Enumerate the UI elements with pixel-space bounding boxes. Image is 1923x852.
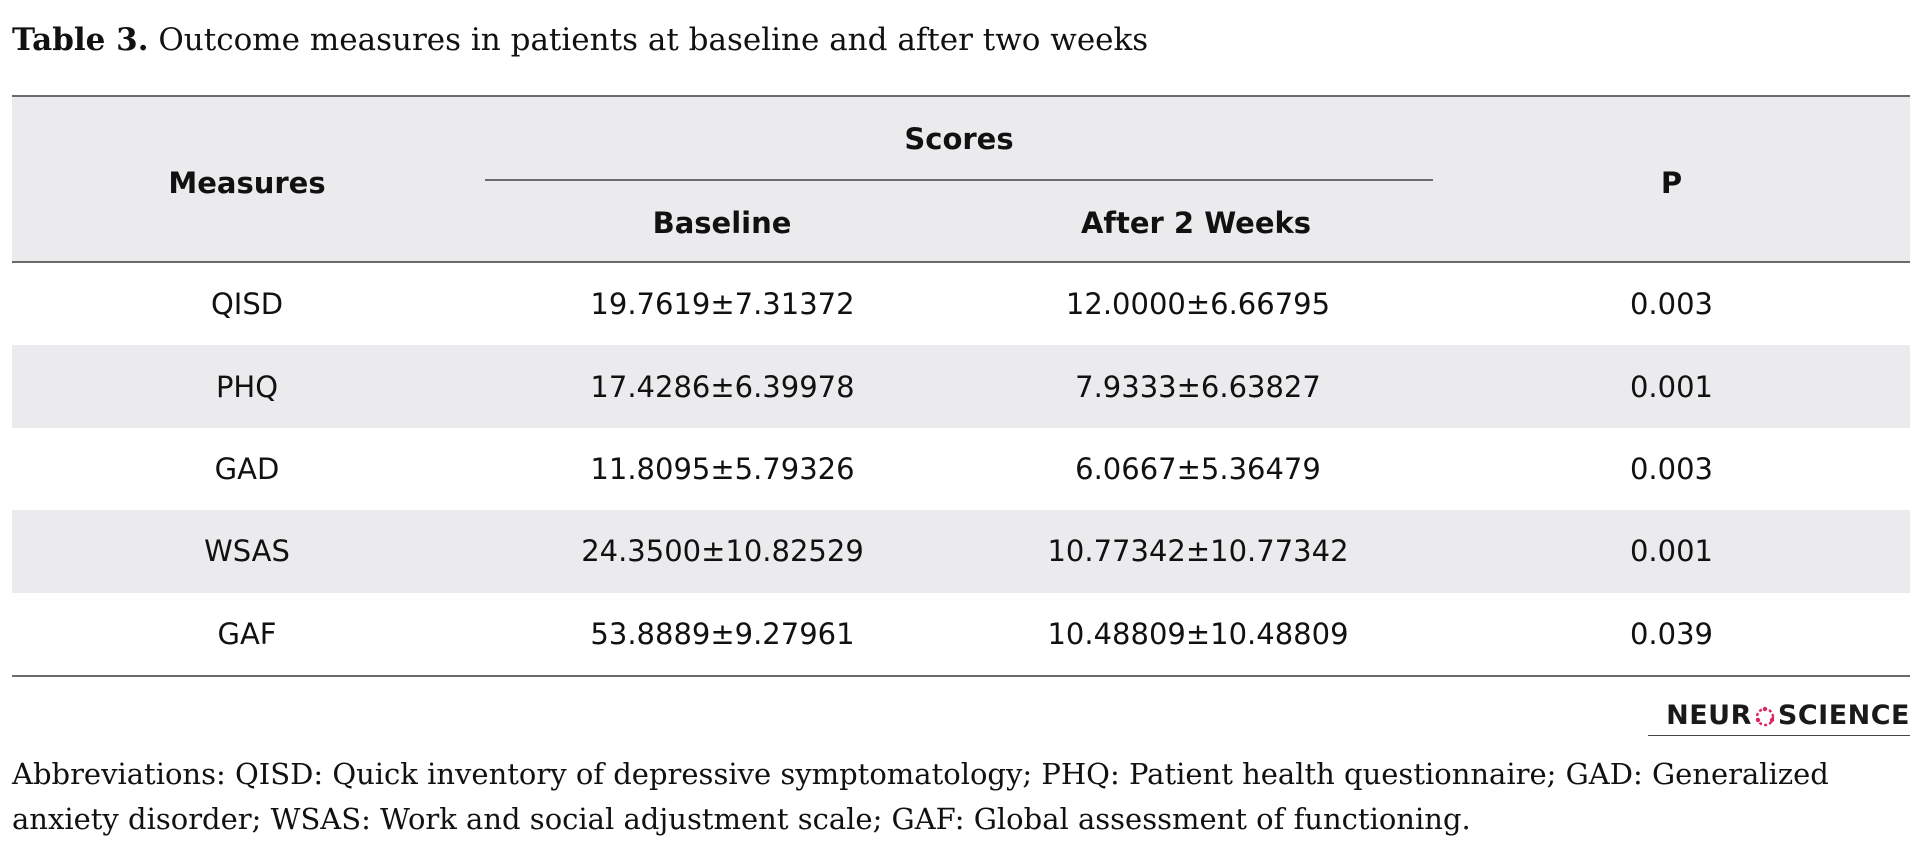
- table-row: QISD 19.7619±7.31372 12.0000±6.66795 0.0…: [12, 263, 1910, 345]
- journal-logo: NEUR SCIENCE: [1648, 698, 1910, 734]
- table-top-rule: [12, 95, 1910, 97]
- header-p: P: [1660, 166, 1683, 200]
- header-scores-rule: [485, 179, 1433, 181]
- table-row: WSAS 24.3500±10.82529 10.77342±10.77342 …: [12, 510, 1910, 593]
- cell-after: 6.0667±5.36479: [1075, 451, 1321, 486]
- cell-baseline: 53.8889±9.27961: [590, 616, 855, 651]
- table-row: GAF 53.8889±9.27961 10.48809±10.48809 0.…: [12, 593, 1910, 675]
- cell-after: 10.77342±10.77342: [1047, 534, 1349, 569]
- header-baseline: Baseline: [652, 206, 792, 240]
- cell-baseline: 24.3500±10.82529: [581, 534, 864, 569]
- table-footnote: Abbreviations: QISD: Quick inventory of …: [12, 757, 1829, 836]
- cell-baseline: 17.4286±6.39978: [590, 369, 855, 404]
- cell-measure: GAD: [214, 451, 280, 486]
- cell-p: 0.003: [1629, 451, 1714, 486]
- table-caption-text: Outcome measures in patients at baseline…: [158, 22, 1149, 58]
- table-caption-label: Table 3.: [12, 22, 149, 58]
- journal-logo-underline: [1648, 735, 1910, 736]
- cell-after: 7.9333±6.63827: [1075, 369, 1321, 404]
- header-scores: Scores: [904, 122, 1014, 156]
- table-header-rule: [12, 261, 1910, 263]
- header-after: After 2 Weeks: [1080, 206, 1312, 240]
- cell-measure: QISD: [210, 287, 284, 322]
- table-row: GAD 11.8095±5.79326 6.0667±5.36479 0.003: [12, 428, 1910, 510]
- cell-measure: GAF: [217, 616, 277, 651]
- table-caption: Table 3. Outcome measures in patients at…: [12, 18, 1148, 62]
- cell-measure: WSAS: [204, 534, 290, 569]
- cell-p: 0.039: [1629, 616, 1714, 651]
- cell-after: 12.0000±6.66795: [1065, 287, 1331, 322]
- cell-p: 0.001: [1629, 534, 1714, 569]
- cell-measure: PHQ: [215, 369, 279, 404]
- molecule-icon: [1753, 704, 1777, 728]
- table-header: Measures Scores Baseline After 2 Weeks P: [12, 97, 1910, 261]
- cell-p: 0.001: [1629, 369, 1714, 404]
- table-row: PHQ 17.4286±6.39978 7.9333±6.63827 0.001: [12, 345, 1910, 428]
- cell-after: 10.48809±10.48809: [1047, 616, 1349, 651]
- journal-logo-left-text: NEUR: [1666, 700, 1752, 731]
- header-measures: Measures: [168, 166, 326, 200]
- cell-baseline: 11.8095±5.79326: [590, 451, 855, 486]
- table-body: QISD 19.7619±7.31372 12.0000±6.66795 0.0…: [12, 263, 1910, 675]
- cell-p: 0.003: [1629, 287, 1714, 322]
- journal-logo-right-text: SCIENCE: [1777, 700, 1910, 731]
- cell-baseline: 19.7619±7.31372: [590, 287, 855, 322]
- table-bottom-rule: [12, 675, 1910, 677]
